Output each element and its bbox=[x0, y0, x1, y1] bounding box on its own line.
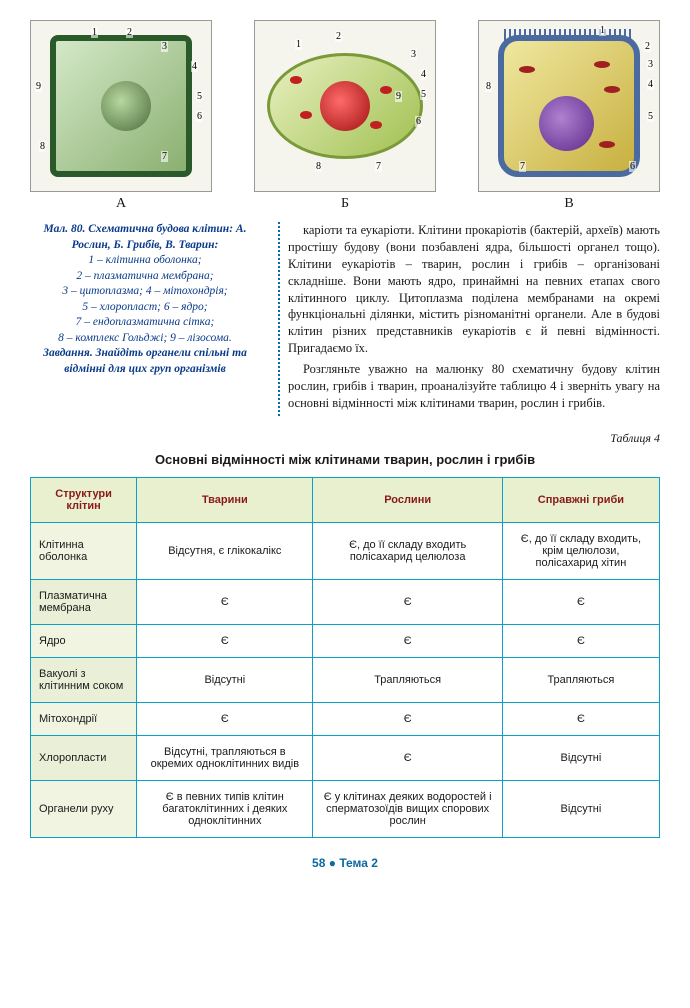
table-header: Рослини bbox=[313, 477, 502, 522]
table-cell: Є bbox=[502, 579, 659, 624]
cell-diagram-plant: 1 2 3 4 5 6 7 8 9 bbox=[30, 20, 212, 192]
callout-number: 4 bbox=[420, 69, 427, 80]
body-paragraph: Розгляньте уважно на малюнку 80 схематич… bbox=[288, 361, 660, 412]
table-header: Структури клітин bbox=[31, 477, 137, 522]
figure-label: В bbox=[564, 196, 573, 212]
table-header: Тварини bbox=[137, 477, 313, 522]
callout-number: 7 bbox=[375, 161, 382, 172]
table-cell: Є, до її складу входить полісахарид целю… bbox=[313, 522, 502, 579]
table-row: Плазматична мембранаЄЄЄ bbox=[31, 579, 660, 624]
table-cell: Відсутні, трапляються в окремих однокліт… bbox=[137, 735, 313, 780]
legend-line: 5 – хлоропласт; 6 – ядро; bbox=[30, 300, 260, 316]
table-cell: Є в певних типів клітин багатоклітинних … bbox=[137, 780, 313, 837]
table-cell: Є bbox=[137, 624, 313, 657]
figure-legend: Мал. 80. Схематична будова клітин: А. Ро… bbox=[30, 222, 270, 416]
table-cell: Відсутні bbox=[502, 735, 659, 780]
legend-task: Завдання. Знайдіть органели спільні та в… bbox=[30, 346, 260, 377]
table-cell: Плазматична мембрана bbox=[31, 579, 137, 624]
table-header-row: Структури клітин Тварини Рослини Справжн… bbox=[31, 477, 660, 522]
table-cell: Є bbox=[313, 579, 502, 624]
figure-c: 1 2 3 4 5 6 7 8 В bbox=[478, 20, 660, 212]
figure-row: 1 2 3 4 5 6 7 8 9 А 1 2 3 4 5 6 bbox=[30, 20, 660, 212]
callout-number: 9 bbox=[395, 91, 402, 102]
legend-line: 1 – клітинна оболонка; bbox=[30, 253, 260, 269]
table-cell: Є bbox=[137, 702, 313, 735]
callout-number: 1 bbox=[295, 39, 302, 50]
table-row: Вакуолі з клітинним сокомВідсутніТрапляю… bbox=[31, 657, 660, 702]
table-cell: Є bbox=[502, 702, 659, 735]
callout-number: 5 bbox=[196, 91, 203, 102]
callout-number: 5 bbox=[647, 111, 654, 122]
figure-b: 1 2 3 4 5 6 7 8 9 Б bbox=[254, 20, 436, 212]
page-footer: 58 ● Тема 2 bbox=[30, 856, 660, 870]
figure-a: 1 2 3 4 5 6 7 8 9 А bbox=[30, 20, 212, 212]
table-cell: Є, до її складу входить, крім целюлози, … bbox=[502, 522, 659, 579]
callout-number: 3 bbox=[161, 41, 168, 52]
table-cell: Є bbox=[137, 579, 313, 624]
figure-label: А bbox=[116, 196, 126, 212]
table-row: ЯдроЄЄЄ bbox=[31, 624, 660, 657]
callout-number: 4 bbox=[191, 61, 198, 72]
table-header: Справжні гриби bbox=[502, 477, 659, 522]
callout-number: 4 bbox=[647, 79, 654, 90]
legend-line: 8 – комплекс Гольджі; 9 – лізосома. bbox=[30, 331, 260, 347]
callout-number: 3 bbox=[410, 49, 417, 60]
callout-number: 6 bbox=[196, 111, 203, 122]
legend-title: Мал. 80. Схематична будова клітин: А. Ро… bbox=[30, 222, 260, 253]
callout-number: 2 bbox=[335, 31, 342, 42]
callout-number: 9 bbox=[35, 81, 42, 92]
table-cell: Трапляються bbox=[502, 657, 659, 702]
comparison-table: Структури клітин Тварини Рослини Справжн… bbox=[30, 477, 660, 838]
table-cell: Відсутня, є глікокалікс bbox=[137, 522, 313, 579]
legend-line: 2 – плазматична мембрана; bbox=[30, 269, 260, 285]
body-text: каріоти та еукаріоти. Клітини прокаріоті… bbox=[288, 222, 660, 416]
callout-number: 6 bbox=[629, 161, 636, 172]
cell-diagram-fungus: 1 2 3 4 5 6 7 8 9 bbox=[254, 20, 436, 192]
table-row: Органели рухуЄ в певних типів клітин баг… bbox=[31, 780, 660, 837]
cell-diagram-animal: 1 2 3 4 5 6 7 8 bbox=[478, 20, 660, 192]
body-paragraph: каріоти та еукаріоти. Клітини прокаріоті… bbox=[288, 222, 660, 357]
callout-number: 8 bbox=[485, 81, 492, 92]
table-cell: Є bbox=[313, 702, 502, 735]
table-cell: Є bbox=[313, 624, 502, 657]
callout-number: 2 bbox=[126, 27, 133, 38]
table-cell: Є bbox=[313, 735, 502, 780]
footer-theme: Тема 2 bbox=[339, 856, 378, 870]
vertical-divider bbox=[278, 222, 280, 416]
legend-body-row: Мал. 80. Схематична будова клітин: А. Ро… bbox=[30, 222, 660, 416]
callout-number: 1 bbox=[599, 25, 606, 36]
table-cell: Відсутні bbox=[137, 657, 313, 702]
table-cell: Мітохондрії bbox=[31, 702, 137, 735]
figure-label: Б bbox=[341, 196, 349, 212]
callout-number: 7 bbox=[161, 151, 168, 162]
table-cell: Є bbox=[502, 624, 659, 657]
table-cell: Хлоропласти bbox=[31, 735, 137, 780]
table-cell: Органели руху bbox=[31, 780, 137, 837]
table-cell: Відсутні bbox=[502, 780, 659, 837]
table-row: МітохондріїЄЄЄ bbox=[31, 702, 660, 735]
callout-number: 7 bbox=[519, 161, 526, 172]
table-cell: Клітинна оболонка bbox=[31, 522, 137, 579]
callout-number: 8 bbox=[315, 161, 322, 172]
callout-number: 2 bbox=[644, 41, 651, 52]
table-label: Таблиця 4 bbox=[30, 431, 660, 446]
footer-bullet: ● bbox=[329, 856, 336, 870]
table-row: Клітинна оболонкаВідсутня, є глікокалікс… bbox=[31, 522, 660, 579]
callout-number: 1 bbox=[91, 27, 98, 38]
callout-number: 3 bbox=[647, 59, 654, 70]
table-cell: Ядро bbox=[31, 624, 137, 657]
table-cell: Трапляються bbox=[313, 657, 502, 702]
legend-line: 3 – цитоплазма; 4 – мітохондрія; bbox=[30, 284, 260, 300]
table-cell: Вакуолі з клітинним соком bbox=[31, 657, 137, 702]
table-cell: Є у клітинах деяких водоростей і спермат… bbox=[313, 780, 502, 837]
callout-number: 8 bbox=[39, 141, 46, 152]
legend-line: 7 – ендоплазматична сітка; bbox=[30, 315, 260, 331]
table-title: Основні відмінності між клітинами тварин… bbox=[30, 452, 660, 467]
callout-number: 6 bbox=[415, 116, 422, 127]
table-row: ХлоропластиВідсутні, трапляються в окрем… bbox=[31, 735, 660, 780]
page-number: 58 bbox=[312, 856, 325, 870]
callout-number: 5 bbox=[420, 89, 427, 100]
